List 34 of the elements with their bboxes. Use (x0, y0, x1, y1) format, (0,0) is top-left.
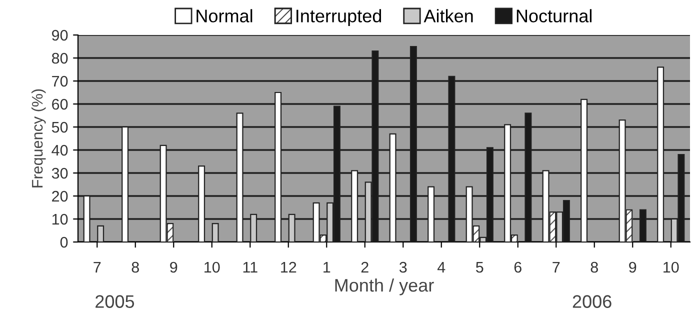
legend-label: Nocturnal (516, 9, 592, 22)
x-tick-label: 9 (170, 262, 178, 273)
legend-label: Aitken (424, 9, 473, 22)
legend-label: Normal (196, 9, 252, 22)
x-tick-label: 8 (590, 262, 598, 273)
x-tick-label: 11 (243, 262, 258, 273)
text: 2005 (96, 295, 134, 308)
y-tick-label: 90 (52, 30, 68, 41)
y-axis-title: Frequency (%) (31, 89, 46, 188)
x-tick-label: 1 (324, 262, 330, 273)
y-tick-label: 20 (52, 190, 68, 202)
legend-label: Interrupted (296, 9, 382, 26)
x-tick-label: 2 (361, 262, 368, 273)
x-axis-title: Month / year (335, 278, 434, 296)
x-tick-label: 12 (281, 262, 296, 273)
x-tick-label: 10 (664, 262, 679, 273)
x-tick-label: 8 (132, 262, 139, 273)
x-tick-label: 4 (437, 262, 446, 273)
y-tick-label: 10 (52, 214, 68, 225)
y-tick-label: 60 (52, 98, 68, 110)
y-tick-label: 50 (52, 122, 68, 133)
y-tick-label: 40 (52, 144, 68, 156)
y-tick-label: 70 (52, 76, 68, 87)
x-tick-label: 7 (552, 262, 560, 273)
y-tick-label: 30 (52, 168, 68, 179)
y-tick-label: 0 (60, 236, 68, 248)
x-tick-label: 5 (476, 262, 484, 273)
x-tick-label: 9 (629, 262, 636, 273)
text: 2006 (572, 295, 612, 308)
x-tick-label: 3 (399, 262, 407, 273)
x-tick-label: 7 (94, 262, 101, 273)
x-tick-label: 10 (204, 262, 220, 273)
x-tick-label: 6 (514, 262, 522, 273)
y-tick-label: 80 (52, 52, 68, 64)
